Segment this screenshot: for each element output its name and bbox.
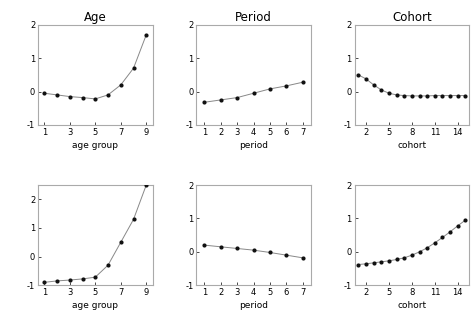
Title: Cohort: Cohort xyxy=(392,11,432,24)
Title: Period: Period xyxy=(235,11,272,24)
X-axis label: age group: age group xyxy=(72,141,118,150)
X-axis label: age group: age group xyxy=(72,301,118,310)
X-axis label: period: period xyxy=(239,141,268,150)
Title: Age: Age xyxy=(84,11,107,24)
X-axis label: cohort: cohort xyxy=(397,301,427,310)
X-axis label: period: period xyxy=(239,301,268,310)
X-axis label: cohort: cohort xyxy=(397,141,427,150)
